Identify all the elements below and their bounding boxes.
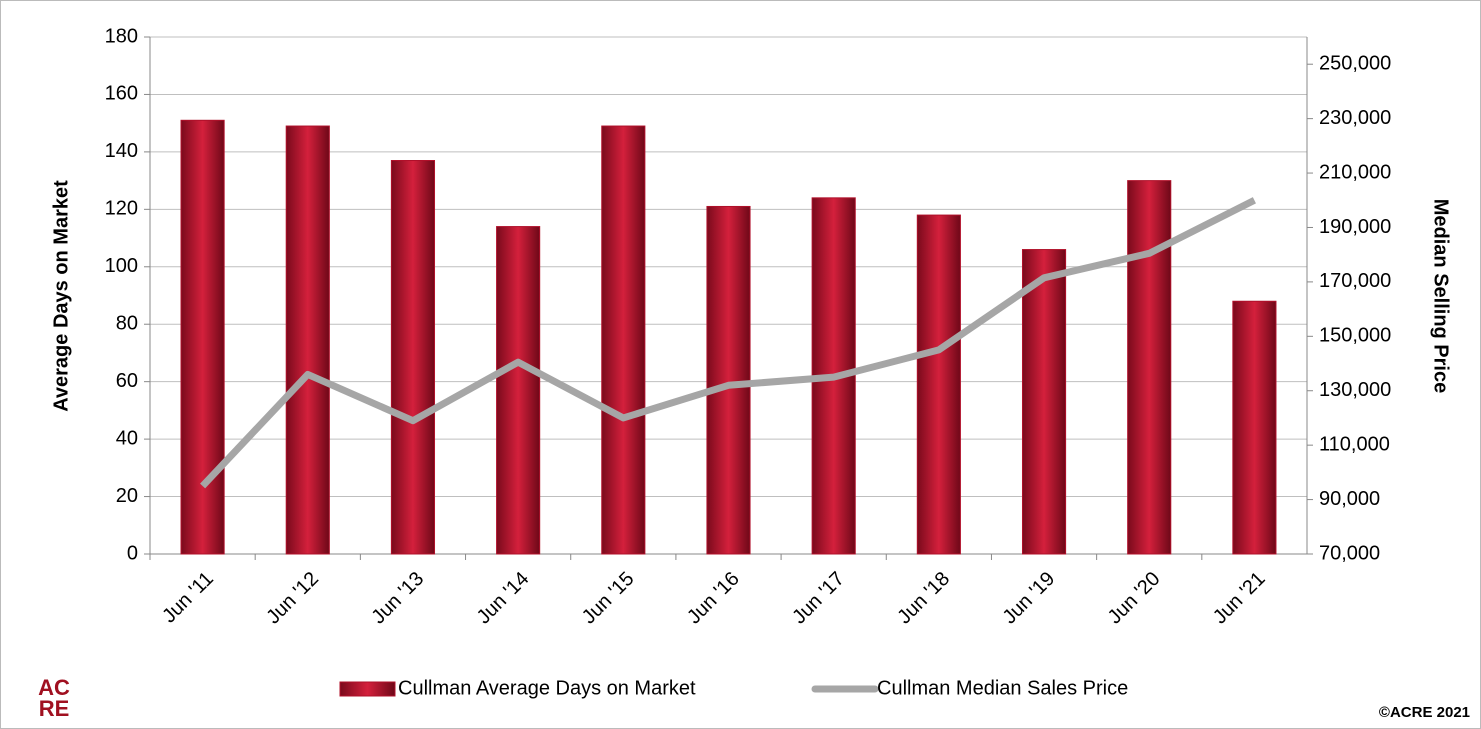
y2-tick-label: 70,000 <box>1319 542 1380 564</box>
y2-tick-label: 250,000 <box>1319 52 1391 74</box>
bar <box>1232 300 1277 555</box>
bar <box>390 160 436 555</box>
y-tick-label: 120 <box>105 198 138 220</box>
x-tick-label: Jun '14 <box>473 568 534 629</box>
y-tick-label: 160 <box>105 83 138 105</box>
logo: RE <box>39 696 70 721</box>
y-tick-label: 60 <box>116 370 138 392</box>
y-tick-label: 80 <box>116 313 138 335</box>
x-tick-label: Jun '16 <box>683 568 744 629</box>
x-tick-label: Jun '19 <box>999 568 1060 629</box>
bar <box>1021 249 1067 555</box>
legend-label: Cullman Median Sales Price <box>877 677 1128 699</box>
y2-tick-label: 210,000 <box>1319 161 1391 183</box>
y2-axis-title: Median Selling Price <box>1430 199 1452 394</box>
bar <box>180 119 225 555</box>
bar <box>916 214 961 555</box>
y2-tick-label: 190,000 <box>1319 216 1391 238</box>
x-tick-label: Jun '12 <box>262 568 323 629</box>
y-tick-label: 180 <box>105 25 138 47</box>
x-tick-label: Jun '21 <box>1209 568 1270 629</box>
y-tick-label: 140 <box>105 140 138 162</box>
y2-tick-label: 110,000 <box>1319 433 1390 455</box>
bar <box>1127 180 1172 555</box>
copyright: ©ACRE 2021 <box>1379 704 1470 721</box>
legend-label: Cullman Average Days on Market <box>398 677 696 699</box>
y2-tick-label: 230,000 <box>1319 107 1391 129</box>
line <box>200 197 1256 489</box>
bar <box>706 205 751 555</box>
y-axis-title: Average Days on Market <box>50 180 72 412</box>
x-tick-label: Jun '15 <box>578 568 639 629</box>
y2-tick-label: 130,000 <box>1319 379 1391 401</box>
y2-tick-label: 170,000 <box>1319 270 1391 292</box>
y2-tick-label: 90,000 <box>1319 488 1380 510</box>
y-tick-label: 20 <box>116 485 138 507</box>
y-tick-label: 40 <box>116 427 138 449</box>
bar <box>601 125 646 555</box>
x-tick-label: Jun '13 <box>368 568 429 629</box>
x-tick-label: Jun '20 <box>1104 568 1165 629</box>
bar <box>285 125 330 555</box>
y2-tick-label: 150,000 <box>1319 325 1391 347</box>
x-tick-label: Jun '17 <box>788 568 849 629</box>
x-tick-label: Jun '11 <box>158 568 218 628</box>
y-tick-label: 0 <box>127 542 138 564</box>
legend-swatch <box>339 681 396 697</box>
x-tick-label: Jun '18 <box>893 568 954 629</box>
logo: AC <box>38 675 70 700</box>
y-tick-label: 100 <box>105 255 138 277</box>
bar <box>496 226 541 555</box>
